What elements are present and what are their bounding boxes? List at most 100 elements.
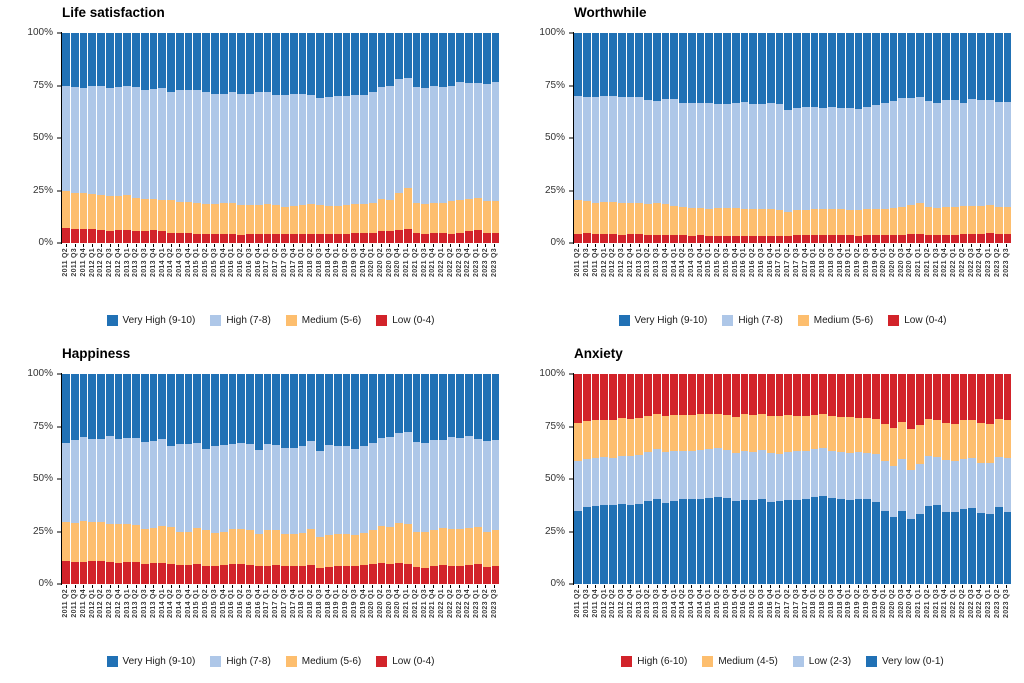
x-tick-mark: [901, 585, 903, 588]
segment-low-2-3: [872, 453, 880, 503]
x-tick-label: 2011 Q3: [71, 248, 79, 277]
segment-low-0-4: [351, 566, 360, 584]
segment-very-high-9-10: [582, 33, 591, 98]
segment-very-low-0-1: [749, 500, 758, 584]
legend-swatch: [722, 315, 734, 326]
segment-very-high-9-10: [272, 374, 281, 446]
segment-high-7-8: [766, 103, 775, 210]
legend-item-medium-5-6: Medium (5-6): [285, 315, 361, 326]
segment-very-high-9-10: [766, 33, 775, 104]
segment-low-2-3: [784, 451, 793, 500]
segment-very-high-9-10: [758, 33, 766, 105]
bar: [793, 374, 801, 584]
segment-very-low-0-1: [635, 504, 644, 584]
legend-swatch: [285, 656, 297, 667]
x-tick-mark: [630, 585, 632, 588]
chart-anxiety: Anxiety 0% 25% 50% 75% 100% 2011 Q2 2011 Q3 20…: [512, 341, 1024, 682]
x-tick-mark: [700, 585, 702, 588]
bar: [661, 33, 670, 243]
segment-low-0-4: [845, 234, 854, 243]
x-tick-mark: [630, 244, 632, 247]
x-tick-label: 2022 Q3: [455, 589, 463, 618]
segment-very-high-9-10: [968, 33, 977, 100]
segment-high-7-8: [202, 448, 211, 531]
x-tick-mark: [586, 244, 588, 247]
bar: [473, 33, 482, 243]
segment-low-0-4: [298, 233, 307, 243]
segment-very-high-9-10: [784, 33, 793, 110]
segment-very-high-9-10: [62, 374, 70, 444]
x-tick-mark: [866, 585, 868, 588]
x-tick-mark: [962, 244, 964, 247]
segment-low-0-4: [167, 232, 175, 243]
x-tick-label: 2011 Q4: [591, 248, 599, 277]
x-tick-mark: [988, 244, 990, 247]
segment-medium-5-6: [872, 209, 880, 235]
y-tick-mark: [569, 32, 573, 34]
segment-low-0-4: [438, 565, 447, 584]
x-tick-label: 2020 Q4: [394, 589, 402, 618]
y-tick-label: 50%: [32, 473, 53, 484]
segment-high-7-8: [626, 97, 635, 204]
segment-very-low-0-1: [933, 505, 942, 584]
x-tick-mark: [778, 244, 780, 247]
x-tick-label: 2015 Q1: [705, 589, 713, 618]
segment-low-0-4: [333, 566, 342, 584]
x-tick-label: 2018 Q1: [810, 248, 818, 277]
segment-low-0-4: [456, 566, 465, 584]
segment-low-0-4: [97, 560, 105, 584]
segment-low-0-4: [167, 564, 175, 584]
segment-low-0-4: [430, 566, 438, 584]
x-tick-mark: [822, 244, 824, 247]
segment-high-7-8: [360, 446, 368, 533]
segment-high-7-8: [801, 106, 810, 211]
segment-medium-5-6: [749, 209, 758, 236]
segment-high-7-8: [880, 103, 889, 210]
x-tick-mark: [424, 244, 426, 247]
segment-low-2-3: [652, 448, 661, 499]
x-tick-mark: [918, 244, 920, 247]
segment-low-0-4: [749, 235, 758, 243]
segment-high-6-10: [915, 374, 924, 426]
segment-low-2-3: [609, 458, 617, 506]
x-tick-label: 2017 Q2: [272, 248, 280, 277]
bar: [810, 374, 819, 584]
x-tick-label: 2013 Q1: [635, 589, 643, 618]
x-tick-mark: [485, 585, 487, 588]
bar: [386, 374, 395, 584]
x-tick-mark: [612, 244, 614, 247]
segment-high-7-8: [132, 86, 140, 198]
legend-item-medium-4-5: Medium (4-5): [702, 656, 778, 667]
plot-area: [574, 33, 1012, 243]
x-tick-mark: [65, 244, 67, 247]
segment-high-7-8: [731, 103, 740, 209]
y-tick-mark: [569, 478, 573, 480]
bar: [140, 374, 149, 584]
segment-very-low-0-1: [766, 502, 775, 584]
segment-high-7-8: [237, 443, 246, 530]
bar: [836, 33, 845, 243]
segment-very-high-9-10: [307, 33, 316, 95]
bar: [582, 374, 591, 584]
x-tick-label: 2019 Q4: [359, 248, 367, 277]
legend-swatch: [106, 315, 118, 326]
segment-high-7-8: [281, 447, 289, 534]
segment-high-7-8: [333, 446, 342, 534]
segment-high-7-8: [609, 96, 617, 203]
bar: [263, 33, 272, 243]
segment-very-high-9-10: [360, 33, 368, 95]
segment-low-0-4: [950, 234, 959, 243]
segment-high-7-8: [88, 85, 97, 194]
segment-medium-5-6: [609, 202, 617, 234]
segment-very-low-0-1: [959, 509, 968, 584]
x-tick-label: 2023 Q2: [993, 248, 1001, 277]
segment-high-6-10: [828, 374, 836, 417]
segment-very-high-9-10: [351, 374, 360, 449]
x-tick-mark: [494, 585, 496, 588]
segment-medium-5-6: [316, 205, 324, 234]
segment-high-7-8: [368, 91, 377, 204]
segment-medium-5-6: [403, 188, 412, 230]
bar: [184, 33, 193, 243]
legend-swatch: [621, 656, 633, 667]
x-tick-label: 2013 Q4: [661, 589, 669, 618]
